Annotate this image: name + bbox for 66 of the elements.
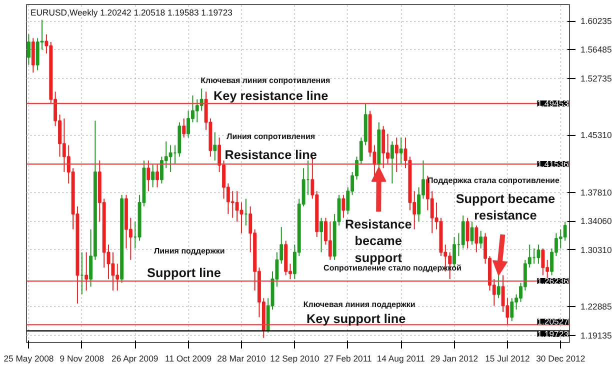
candlestick (399, 137, 403, 165)
candlestick (146, 160, 150, 192)
candlestick (84, 252, 88, 291)
candlestick (466, 217, 470, 249)
y-tick-label: 1.30310 (580, 244, 612, 255)
candlestick (342, 194, 346, 218)
candlestick (320, 217, 323, 253)
candlestick (563, 221, 567, 242)
y-tick-label: 1.56485 (580, 44, 612, 55)
x-tick-label: 26 Apr 2009 (112, 354, 158, 364)
x-tick-label: 30 Dec 2012 (536, 354, 586, 364)
candlestick (390, 140, 394, 184)
candlestick (394, 137, 398, 172)
candlestick (328, 221, 332, 260)
candlestick (235, 190, 239, 222)
candlestick (31, 38, 35, 74)
annotation: Key resistance line (214, 88, 328, 103)
y-tick-label: 1.34060 (580, 216, 612, 226)
x-tick-label: 9 Nov 2008 (60, 354, 104, 364)
candlestick (186, 110, 190, 138)
x-tick-label: 27 Feb 2011 (324, 354, 372, 364)
candlestick (461, 215, 465, 249)
ref-line-label: 1.26236 (537, 276, 569, 286)
y-tick-label: 1.52735 (580, 73, 612, 84)
candlestick (382, 126, 386, 169)
annotation: Support line (147, 266, 221, 280)
ref-line-label: 1.41536 (537, 159, 569, 170)
x-tick-label: 29 Jan 2012 (430, 354, 478, 364)
x-tick-label: 25 May 2008 (4, 354, 54, 364)
candlestick (240, 202, 244, 234)
ref-line-label: 1.19723 (537, 328, 569, 339)
candlestick (151, 164, 155, 188)
candlestick (541, 248, 545, 276)
y-tick-label: 1.22885 (580, 302, 612, 312)
annotation: Resistance line (224, 148, 317, 162)
y-tick-label: 1.45310 (580, 130, 612, 140)
annotation: Ключевая линия сопротивления (200, 76, 331, 86)
x-tick-label: 12 Sep 2010 (270, 354, 320, 364)
x-tick-label: 15 Jul 2012 (485, 354, 530, 364)
annotation: Support became resistance (456, 192, 556, 223)
candlestick (168, 144, 172, 172)
annotation: Ключевая линия поддержки (303, 300, 416, 310)
candlestick (182, 118, 186, 138)
annotation: Линия поддержки (154, 246, 225, 256)
candlestick (479, 230, 483, 249)
candlestick (496, 274, 500, 299)
candlestick (213, 132, 217, 161)
candlestick (111, 252, 115, 291)
x-tick-label: 14 Aug 2011 (376, 354, 425, 364)
y-tick-label: 1.60235 (580, 16, 612, 26)
candlestick (36, 38, 40, 71)
candlestick (474, 225, 478, 253)
candlestick (156, 164, 159, 188)
annotation: Resistance became support (344, 217, 412, 265)
x-tick-label: 28 Mar 2010 (217, 354, 266, 364)
candlestick (26, 34, 30, 66)
annotation: Key support line (306, 312, 406, 326)
annotation: Линия сопротивления (226, 132, 316, 141)
x-tick-label: 11 Oct 2009 (165, 354, 212, 364)
annotation: Поддержка стала сопротивление (428, 176, 560, 185)
ref-line-label: 1.20527 (537, 316, 569, 327)
candlestick (510, 298, 514, 322)
y-tick-label: 1.37810 (580, 188, 612, 198)
y-tick-label: 1.19135 (580, 330, 612, 340)
ref-line-label: 1.49453 (537, 98, 569, 109)
chart-title: EURUSD,Weekly 1.20242 1.20518 1.19583 1.19723 (30, 8, 233, 18)
